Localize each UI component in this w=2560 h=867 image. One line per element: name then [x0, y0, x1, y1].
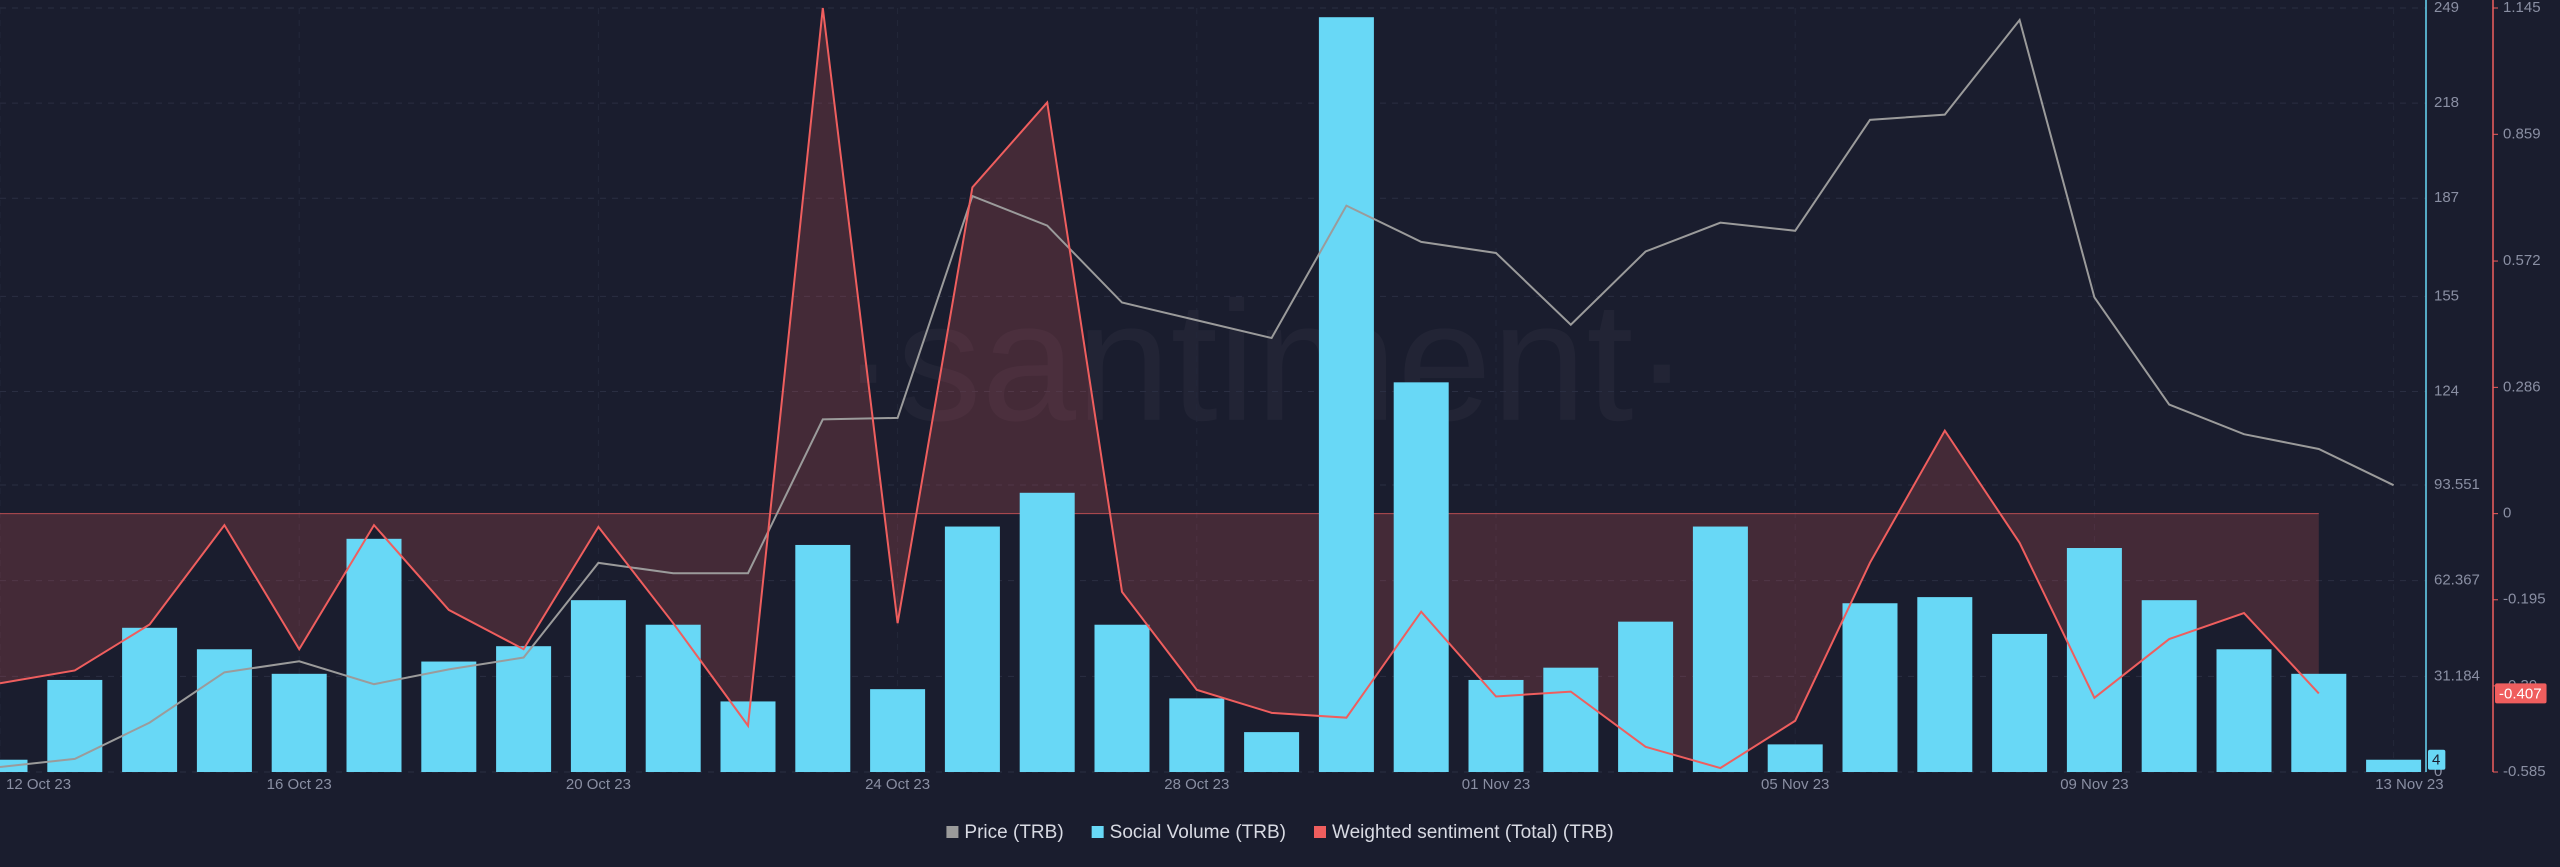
last-value-box [2495, 683, 2547, 704]
y2-tick-label: -0.195 [2503, 591, 2546, 608]
y2-tick-label: 0.859 [2503, 125, 2541, 142]
y-tick-label: 249 [2434, 0, 2459, 16]
x-tick-label: 05 Nov 23 [1761, 776, 1829, 793]
bar [1019, 492, 1075, 772]
line [0, 7, 2320, 770]
x-tick-label: 20 Oct 23 [566, 776, 631, 793]
y-tick-label: 187 [2434, 189, 2459, 206]
bar [1917, 597, 1973, 772]
y2-tick-label: 0.572 [2503, 252, 2541, 269]
x-tick-label: 13 Nov 23 [2375, 776, 2443, 793]
bar [346, 538, 402, 772]
bar [795, 544, 851, 772]
legend-swatch [946, 826, 959, 838]
bar [271, 673, 327, 772]
bar [496, 646, 552, 772]
last-value-label: -0.407 [2499, 685, 2542, 702]
legend-label: Price (TRB) [964, 822, 1063, 843]
y-tick-label: 218 [2434, 94, 2459, 111]
bar [122, 627, 178, 772]
bar [1094, 624, 1150, 772]
bar [2141, 600, 2197, 772]
last-value-marker: 4 [2428, 749, 2446, 770]
y-tick-label: 155 [2434, 287, 2459, 304]
x-tick-label: 01 Nov 23 [1462, 776, 1530, 793]
y2-tick-label: 0 [2503, 505, 2511, 522]
y-tick-label: 124 [2434, 383, 2459, 400]
bar [1244, 732, 1300, 772]
bar [1543, 667, 1599, 772]
x-tick-label: 28 Oct 23 [1164, 776, 1229, 793]
bar [645, 624, 701, 772]
bar [1618, 621, 1674, 772]
bar [570, 600, 626, 772]
legend-label: Social Volume (TRB) [1110, 822, 1286, 843]
last-value-label: 4 [2432, 752, 2440, 769]
bar [1992, 633, 2048, 772]
bar [2291, 673, 2347, 772]
bar [2216, 649, 2272, 772]
bar [1169, 698, 1225, 772]
bar [1767, 744, 1823, 772]
bar [1842, 603, 1898, 772]
legend-swatch [1091, 826, 1104, 838]
x-tick-label: 09 Nov 23 [2060, 776, 2128, 793]
last-value-box [2428, 749, 2446, 770]
bar [720, 701, 776, 772]
line [0, 17, 2395, 768]
legend: Price (TRB) Social Volume (TRB) Weighted s… [946, 822, 1614, 843]
y-tick-label: 93.551 [2434, 476, 2480, 493]
bar [2366, 759, 2422, 772]
legend-swatch [1314, 826, 1326, 838]
bar [870, 689, 926, 772]
bar [1468, 679, 1524, 772]
bar [1318, 17, 1374, 772]
y2-tick-label: 0.286 [2503, 378, 2541, 395]
bar [944, 526, 1000, 772]
bar [421, 661, 477, 772]
bar [1692, 526, 1748, 772]
last-value-marker: -0.407 [2495, 683, 2547, 704]
x-tick-label: 24 Oct 23 [865, 776, 930, 793]
y-tick-label: 0 [2434, 763, 2442, 780]
y2-tick-label: -0.585 [2503, 763, 2546, 780]
legend-label: Weighted sentiment (Total) (TRB) [1332, 822, 1614, 843]
x-tick-label: 16 Oct 23 [267, 776, 332, 793]
y-tick-label: 31.184 [2434, 667, 2480, 684]
bar [196, 649, 252, 772]
bar [47, 679, 103, 772]
y2-tick-label: 1.145 [2503, 0, 2541, 16]
x-tick-label: 12 Oct 23 [6, 776, 71, 793]
bar [1393, 382, 1449, 772]
y-tick-label: 62.367 [2434, 572, 2480, 589]
